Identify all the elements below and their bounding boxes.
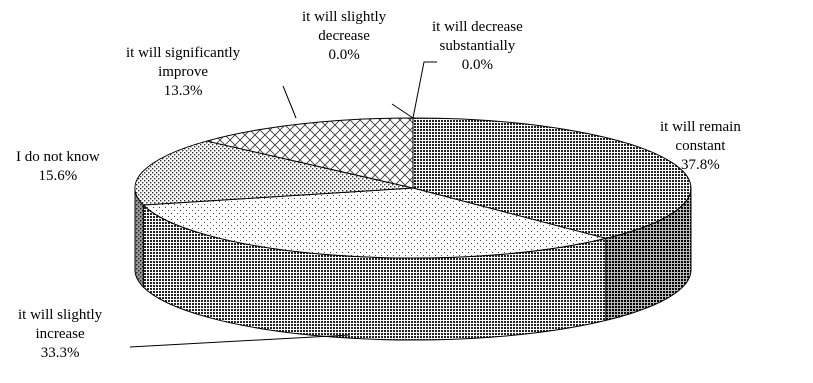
slice-significantly-improve: [206, 117, 414, 189]
slice-label-slightly-increase: it will slightly increase 33.3%: [18, 307, 103, 361]
leader-slightly-increase: [129, 334, 351, 348]
slice-label-do-not-know: I do not know 15.6%: [16, 149, 100, 184]
slice-label-remain-constant: it will remain constant 37.8%: [660, 119, 741, 173]
slice-label-significantly-improve: it will significantly improve 13.3%: [126, 45, 241, 99]
slice-label-slightly-decrease: it will slightly decrease 0.0%: [302, 9, 387, 63]
slice-slightly-increase: [142, 187, 606, 259]
leader-significantly-improve: [282, 85, 297, 119]
slice-remain-constant: [412, 117, 692, 239]
leader-slightly-decrease: [391, 103, 414, 119]
slice-do-not-know: [134, 140, 414, 206]
leader-decrease-substantially: [412, 61, 437, 119]
slice-label-decrease-substantially: it will decrease substantially 0.0%: [432, 19, 523, 73]
